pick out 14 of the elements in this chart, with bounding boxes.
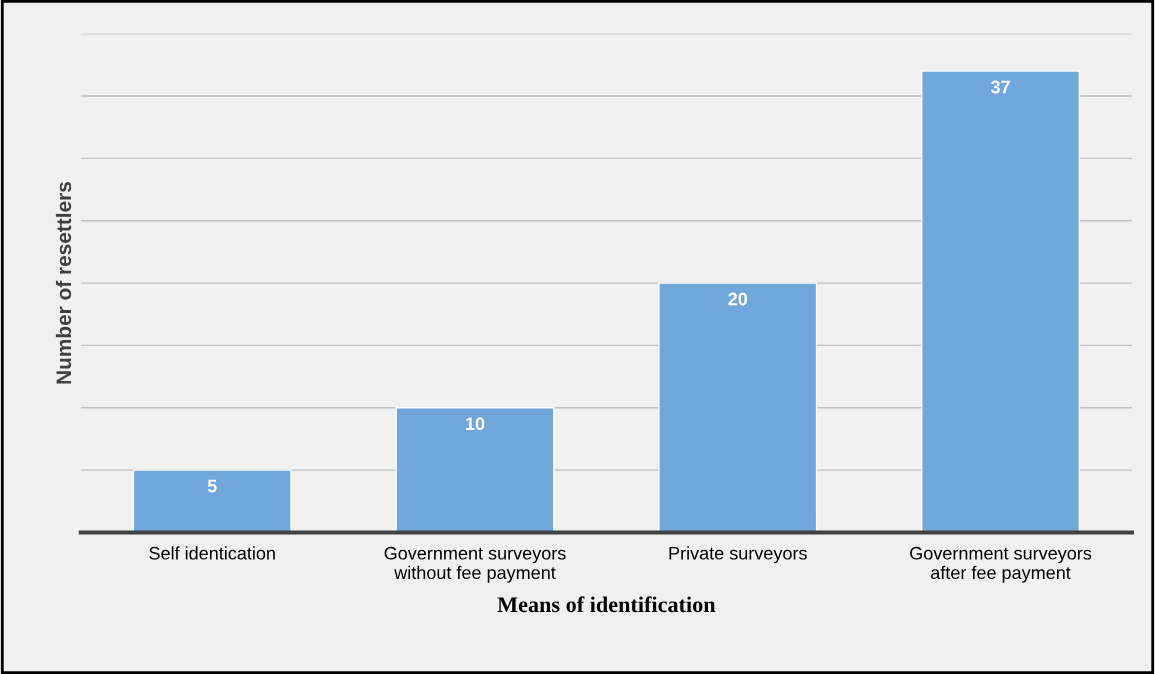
x-tick-label: Government surveyors without fee payment <box>384 546 566 583</box>
data-label: 20 <box>728 292 748 306</box>
data-label: 5 <box>207 479 217 493</box>
data-label: 37 <box>990 80 1010 94</box>
bar <box>132 469 292 533</box>
y-axis-title: Number of resettlers <box>55 182 72 384</box>
x-tick-label: Self identication <box>149 546 275 560</box>
x-tick-label: Government surveyors after fee payment <box>910 546 1092 583</box>
bar <box>920 70 1081 533</box>
data-label: 10 <box>466 417 485 431</box>
x-axis-title: Means of identification <box>497 596 716 613</box>
bar <box>658 282 818 533</box>
x-tick-label: Private surveyors <box>669 546 807 564</box>
bar <box>395 407 555 533</box>
